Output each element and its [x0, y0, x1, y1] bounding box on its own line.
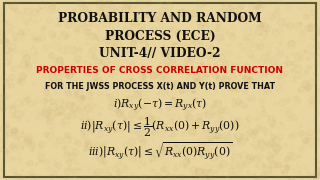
Text: $ii)\left|R_{xy}(\tau)\right| \leq \dfrac{1}{2}\left(R_{xx}(0) + R_{yy}(0)\right: $ii)\left|R_{xy}(\tau)\right| \leq \dfra…: [80, 115, 240, 139]
Text: PROBABILITY AND RANDOM: PROBABILITY AND RANDOM: [58, 12, 262, 25]
Text: PROPERTIES OF CROSS CORRELATION FUNCTION: PROPERTIES OF CROSS CORRELATION FUNCTION: [36, 66, 284, 75]
Text: $iii)\left|R_{xy}(\tau)\right| \leq \sqrt{R_{xx}(0)R_{yy}(0)}$: $iii)\left|R_{xy}(\tau)\right| \leq \sqr…: [88, 141, 232, 163]
Text: FOR THE JWSS PROCESS X(t) AND Y(t) PROVE THAT: FOR THE JWSS PROCESS X(t) AND Y(t) PROVE…: [45, 82, 275, 91]
Text: PROCESS (ECE): PROCESS (ECE): [105, 30, 215, 42]
Text: UNIT-4// VIDEO-2: UNIT-4// VIDEO-2: [99, 47, 221, 60]
Text: $i)R_{xy}(-\tau) = R_{yx}(\tau)$: $i)R_{xy}(-\tau) = R_{yx}(\tau)$: [113, 97, 207, 114]
